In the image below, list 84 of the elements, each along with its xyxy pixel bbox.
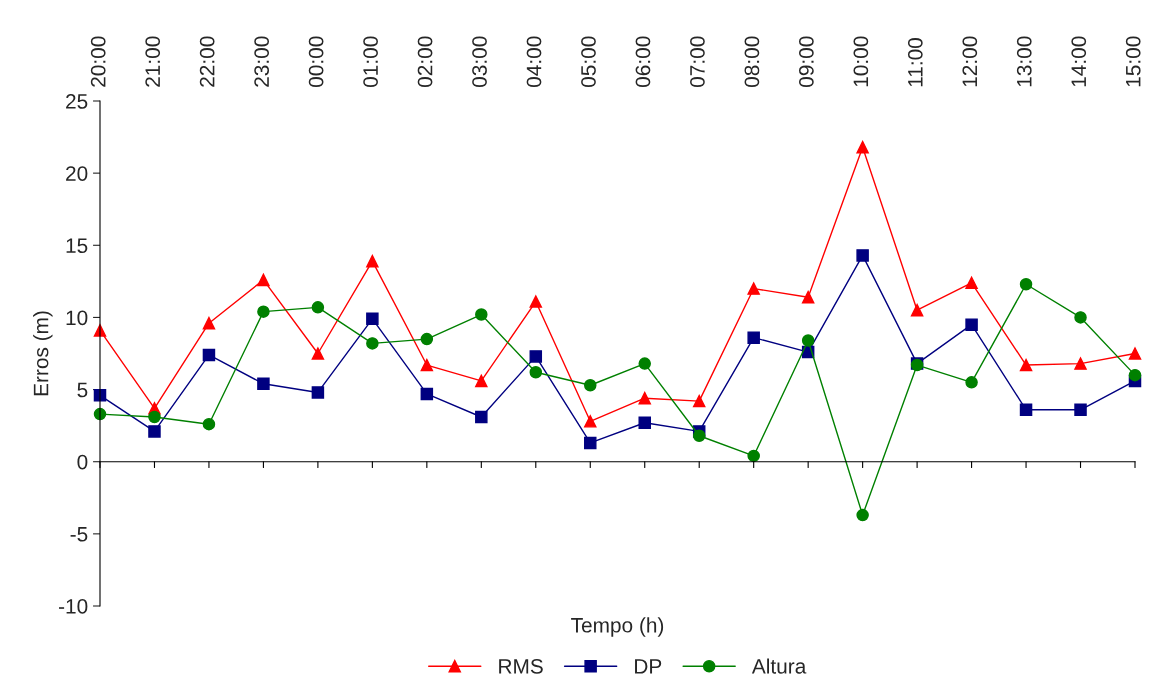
point <box>475 374 488 388</box>
point <box>584 436 597 450</box>
point <box>747 331 760 344</box>
x-tick-label: 11:00 <box>907 38 923 87</box>
legend-label: DP <box>635 659 662 674</box>
point <box>366 337 379 350</box>
point <box>584 378 597 392</box>
point <box>202 348 216 362</box>
x-tick-label: 20:00 <box>90 36 106 87</box>
point <box>202 316 216 330</box>
y-tick-label: 25 <box>66 94 88 109</box>
x-tick-label: 05:00 <box>581 36 596 87</box>
point <box>638 391 651 405</box>
point <box>1074 403 1087 417</box>
y-tick-label: 0 <box>77 454 88 470</box>
x-tick-label: 13:00 <box>1016 36 1032 87</box>
point <box>475 308 488 321</box>
point <box>801 290 815 304</box>
point <box>366 254 379 268</box>
point <box>965 318 978 331</box>
point <box>910 303 924 317</box>
point <box>529 366 543 379</box>
y-tick-label: -10 <box>59 599 88 614</box>
point <box>1128 347 1142 360</box>
point <box>1074 357 1087 370</box>
point <box>311 301 325 314</box>
point <box>1074 311 1087 324</box>
x-tick-label: 06:00 <box>635 36 651 87</box>
point <box>584 415 597 428</box>
x-axis-title: Tempo (h) <box>571 617 664 637</box>
point <box>692 394 706 408</box>
point <box>638 357 651 370</box>
x-tick-label: 04:00 <box>526 36 542 87</box>
point <box>311 347 325 360</box>
x-tick-label: 21:00 <box>145 36 161 87</box>
point <box>1019 277 1033 291</box>
x-tick-label: 09:00 <box>799 36 814 87</box>
point <box>965 376 978 389</box>
y-tick-label: 20 <box>66 166 88 181</box>
point <box>747 282 760 295</box>
x-tick-label: 07:00 <box>690 36 705 87</box>
point <box>202 417 216 431</box>
point <box>257 305 270 318</box>
legend-label: RMS <box>499 658 543 674</box>
y-tick-label: 10 <box>66 310 88 326</box>
point <box>529 350 543 363</box>
point <box>638 416 651 430</box>
point <box>257 377 270 391</box>
point <box>801 334 815 347</box>
y-tick-label: -5 <box>70 527 88 542</box>
x-tick-label: 10:00 <box>853 36 869 87</box>
point <box>692 429 706 442</box>
x-tick-label: 03:00 <box>472 36 487 87</box>
x-tick-label: 23:00 <box>254 36 270 87</box>
point <box>529 295 543 308</box>
point <box>475 410 488 424</box>
x-tick-label: 12:00 <box>962 36 978 87</box>
point <box>148 425 161 438</box>
point <box>257 273 270 287</box>
y-tick-label: 5 <box>77 382 88 398</box>
x-tick-label: 00:00 <box>308 36 324 87</box>
point <box>965 276 978 290</box>
y-tick-label: 15 <box>66 238 88 254</box>
x-tick-label: 15:00 <box>1125 36 1141 87</box>
point <box>856 508 869 522</box>
y-axis-title: Erros (m) <box>33 311 53 396</box>
x-tick-label: 02:00 <box>417 36 433 87</box>
x-tick-label: 08:00 <box>744 36 760 87</box>
point <box>856 249 869 262</box>
point <box>366 312 379 326</box>
point <box>148 410 161 424</box>
legend-label: Altura <box>751 658 807 674</box>
point <box>856 140 869 154</box>
point <box>311 386 325 399</box>
point <box>747 449 760 463</box>
point <box>1019 403 1033 417</box>
x-tick-label: 01:00 <box>363 36 378 87</box>
x-tick-label: 22:00 <box>199 36 215 87</box>
x-tick-label: 14:00 <box>1071 36 1087 87</box>
point <box>420 358 434 372</box>
point <box>1019 358 1033 372</box>
point <box>420 332 434 346</box>
point <box>1128 368 1142 382</box>
point <box>420 387 434 401</box>
